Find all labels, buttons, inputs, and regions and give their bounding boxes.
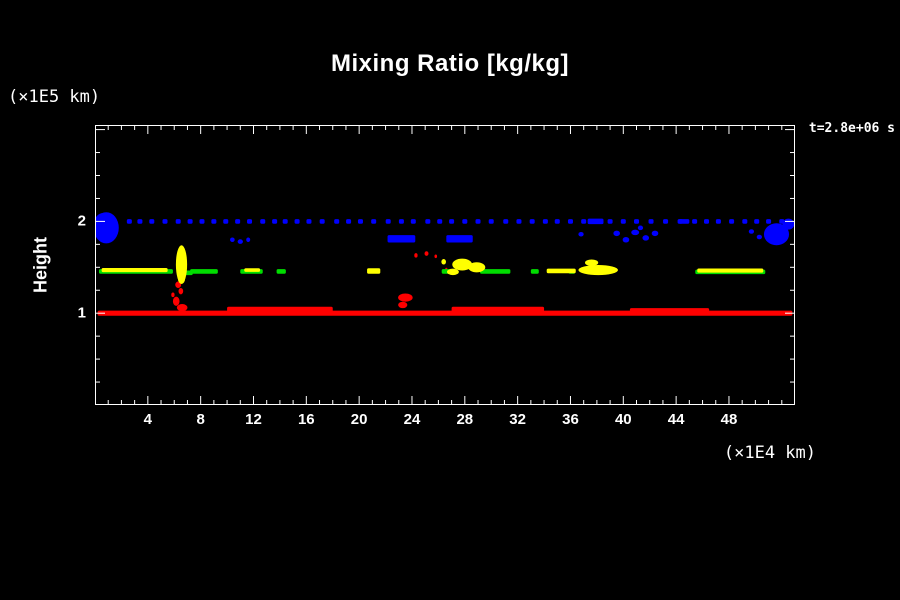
y-axis-units-label: (×1E5 km) (8, 87, 101, 107)
chart-title: Mixing Ratio [kg/kg] (331, 50, 569, 77)
x-tick-label: 16 (297, 411, 315, 428)
x-tick-label: 48 (720, 411, 738, 428)
x-tick-label: 40 (614, 411, 632, 428)
y-tick-label: 2 (77, 212, 86, 230)
x-tick-label: 32 (509, 411, 526, 428)
x-tick-label: 28 (456, 411, 474, 428)
x-tick-label: 4 (143, 411, 152, 428)
x-axis-units-label: (×1E4 km) (723, 443, 816, 463)
time-annotation: t=2.8e+06 s (808, 121, 895, 136)
plot-area-svg (95, 125, 795, 405)
x-tick-label: 24 (403, 411, 421, 428)
x-tick-label: 12 (245, 411, 262, 428)
x-tick-label: 20 (350, 411, 368, 428)
y-tick-label: 1 (77, 304, 86, 322)
x-tick-label: 36 (562, 411, 579, 428)
y-axis-title: Height (30, 237, 51, 293)
x-tick-label: 44 (667, 411, 685, 428)
x-tick-label: 8 (196, 411, 205, 428)
